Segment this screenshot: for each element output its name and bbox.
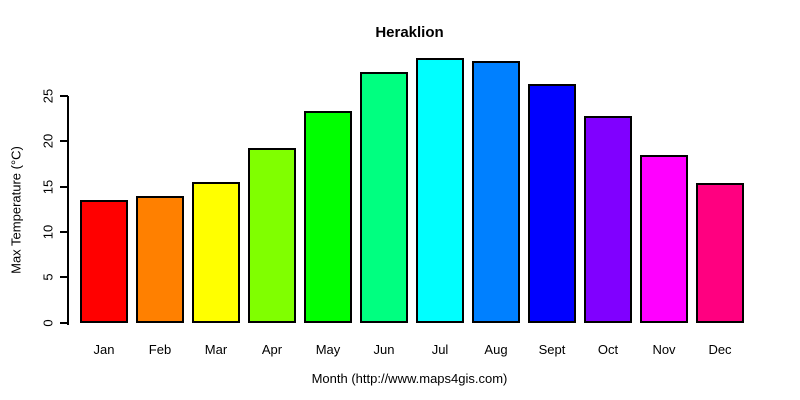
x-tick-label-jul: Jul (431, 342, 449, 357)
x-tick-label-feb: Feb (148, 342, 172, 357)
bar-oct (584, 116, 632, 323)
bar-mar (192, 182, 240, 323)
x-tick-label-mar: Mar (204, 342, 228, 357)
x-tick-label-nov: Nov (652, 342, 676, 357)
y-tick-mark (60, 276, 68, 279)
y-tick-mark (60, 140, 68, 143)
bar-aug (472, 61, 520, 323)
y-tick-label: 15 (40, 179, 56, 194)
y-tick-mark (60, 95, 68, 97)
y-tick-label: 25 (40, 88, 56, 104)
x-tick-label-jun: Jun (373, 342, 395, 357)
x-tick-label-apr: Apr (261, 342, 283, 357)
x-axis-title: Month (http://www.maps4gis.com) (311, 371, 508, 386)
bar-jul (416, 58, 464, 323)
y-tick-mark (60, 230, 68, 233)
bar-nov (640, 155, 688, 323)
chart-title: Heraklion (375, 24, 444, 41)
y-axis-line (67, 96, 69, 325)
x-tick-label-may: May (315, 342, 341, 357)
bar-jan (80, 200, 128, 323)
x-tick-label-dec: Dec (708, 342, 732, 357)
x-tick-label-sept: Sept (538, 342, 566, 357)
x-tick-label-jan: Jan (93, 342, 115, 357)
y-axis-title: Max Temperature (°C) (8, 146, 24, 274)
bar-may (304, 111, 352, 323)
y-tick-label: 10 (40, 224, 56, 240)
y-tick-label: 5 (40, 273, 56, 281)
y-tick-label: 20 (40, 134, 56, 149)
x-tick-label-oct: Oct (597, 342, 619, 357)
x-tick-label-aug: Aug (484, 342, 508, 357)
y-tick-mark (60, 321, 68, 324)
bar-feb (136, 196, 184, 323)
bar-apr (248, 148, 296, 323)
y-tick-mark (60, 185, 68, 188)
bar-dec (696, 183, 744, 323)
bar-jun (360, 72, 408, 323)
y-tick-label: 0 (40, 318, 56, 327)
bar-sept (528, 84, 576, 323)
